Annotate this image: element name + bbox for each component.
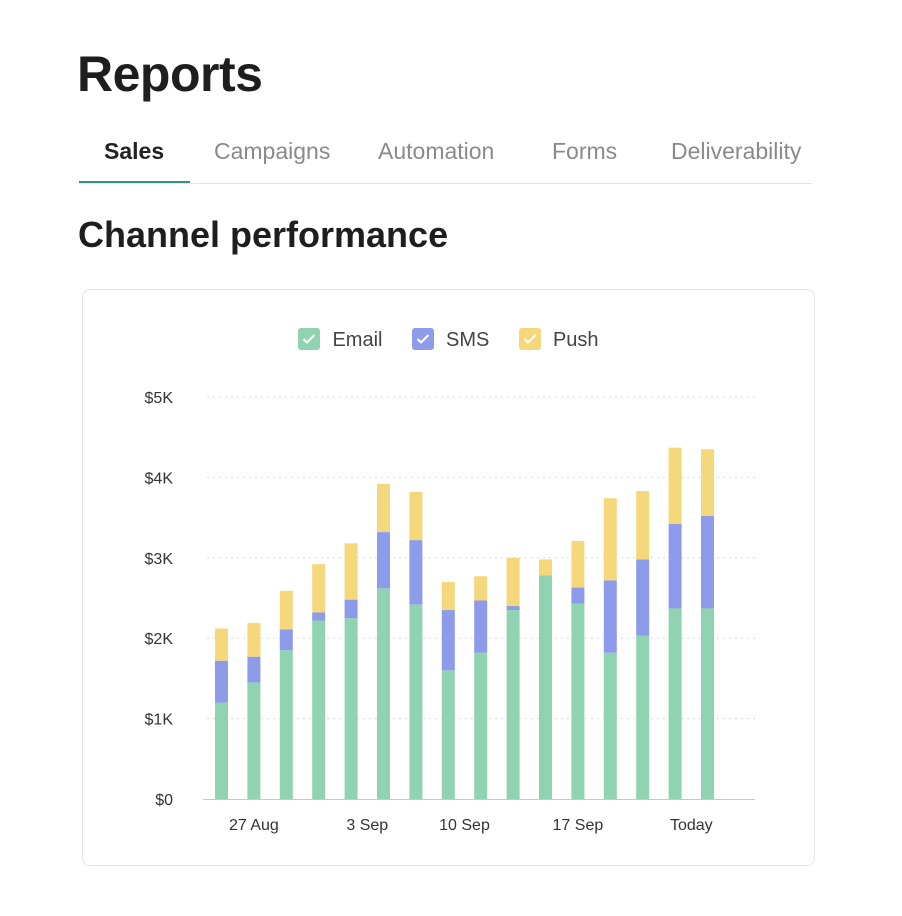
- bar-sms[interactable]: [247, 656, 261, 683]
- bar-email[interactable]: [441, 670, 455, 799]
- tab-sales[interactable]: Sales: [104, 138, 165, 164]
- bar-push[interactable]: [474, 576, 488, 601]
- bar-sms[interactable]: [474, 600, 488, 653]
- bar-email[interactable]: [668, 608, 682, 799]
- bar-sms[interactable]: [344, 599, 358, 619]
- bar-push[interactable]: [377, 483, 390, 533]
- legend-item-email[interactable]: Email: [298, 328, 382, 352]
- bar-push[interactable]: [539, 559, 552, 576]
- bar-push[interactable]: [571, 540, 585, 588]
- bar-push[interactable]: [247, 622, 261, 657]
- bar-sms[interactable]: [636, 559, 650, 636]
- legend-label-push: Push: [552, 329, 599, 351]
- bar-sms[interactable]: [377, 532, 390, 589]
- stacked-bar-chart: $0 $1K $2K $3K $4K $5K 27 Aug 3 Sep 10 Sep 17 Sep…: [145, 390, 755, 834]
- bar-push[interactable]: [603, 498, 617, 581]
- email-check-icon[interactable]: [298, 328, 321, 350]
- x-tick-label: 10 Sep: [439, 817, 490, 834]
- bar-email[interactable]: [312, 620, 326, 799]
- bar-email[interactable]: [279, 650, 293, 799]
- bar-push[interactable]: [409, 491, 423, 541]
- legend-item-sms[interactable]: SMS: [412, 328, 489, 352]
- y-tick-label: $3K: [145, 551, 174, 568]
- x-tick-label: 27 Aug: [229, 817, 279, 834]
- legend-item-push[interactable]: Push: [518, 328, 599, 352]
- bar-email[interactable]: [474, 652, 488, 799]
- bar-sms[interactable]: [409, 540, 423, 605]
- tab-forms[interactable]: Forms: [552, 138, 618, 164]
- bar-email[interactable]: [247, 682, 261, 799]
- tab-campaigns[interactable]: Campaigns: [214, 138, 331, 164]
- bar-email[interactable]: [701, 608, 714, 799]
- bar-push[interactable]: [668, 447, 682, 525]
- tab-deliverability[interactable]: Deliverability: [671, 138, 802, 164]
- push-check-icon[interactable]: [518, 328, 541, 350]
- bar-sms[interactable]: [603, 580, 617, 653]
- y-tick-label: $2K: [145, 631, 174, 648]
- bar-email[interactable]: [409, 604, 423, 799]
- chart-card: Email SMS Push $0 $1K $2K $3K $4K $5K 27 Aug 3 …: [82, 289, 815, 866]
- tab-automation[interactable]: Automation: [378, 138, 495, 164]
- bar-email[interactable]: [539, 575, 552, 799]
- bar-sms[interactable]: [506, 606, 520, 611]
- sms-check-icon[interactable]: [412, 328, 435, 350]
- bar-email[interactable]: [603, 652, 617, 799]
- y-tick-label: $4K: [145, 470, 174, 487]
- x-tick-label: 17 Sep: [553, 817, 604, 834]
- bar-push[interactable]: [506, 557, 520, 607]
- bar-push[interactable]: [344, 543, 358, 600]
- bar-push[interactable]: [441, 581, 455, 611]
- x-tick-label: Today: [670, 817, 713, 834]
- bar-email[interactable]: [215, 702, 228, 799]
- chart-legend: Email SMS Push: [83, 328, 814, 352]
- x-tick-label: 3 Sep: [346, 817, 388, 834]
- page-title: Reports: [77, 46, 263, 102]
- bar-sms[interactable]: [668, 524, 682, 609]
- bar-sms[interactable]: [279, 629, 293, 651]
- bar-email[interactable]: [636, 635, 650, 799]
- bar-email[interactable]: [377, 588, 390, 799]
- section-title: Channel performance: [78, 214, 449, 255]
- bar-sms[interactable]: [312, 612, 326, 621]
- bar-push[interactable]: [215, 628, 228, 661]
- bar-sms[interactable]: [701, 515, 714, 609]
- bar-sms[interactable]: [441, 610, 455, 671]
- active-tab-indicator: [79, 181, 190, 183]
- report-tabs: Sales Campaigns Automation Forms Deliver…: [79, 128, 812, 184]
- bar-sms[interactable]: [215, 660, 228, 703]
- bar-push[interactable]: [279, 590, 293, 630]
- bar-email[interactable]: [571, 603, 585, 799]
- bar-push[interactable]: [312, 564, 326, 613]
- bar-push[interactable]: [701, 449, 714, 516]
- y-tick-label: $0: [155, 792, 173, 809]
- bar-email[interactable]: [344, 618, 358, 799]
- y-tick-label: $1K: [145, 712, 174, 729]
- bar-email[interactable]: [506, 610, 520, 799]
- y-tick-label: $5K: [145, 390, 174, 407]
- legend-label-sms: SMS: [446, 329, 490, 351]
- bar-sms[interactable]: [571, 587, 585, 604]
- legend-label-email: Email: [332, 329, 383, 351]
- bar-push[interactable]: [636, 491, 650, 560]
